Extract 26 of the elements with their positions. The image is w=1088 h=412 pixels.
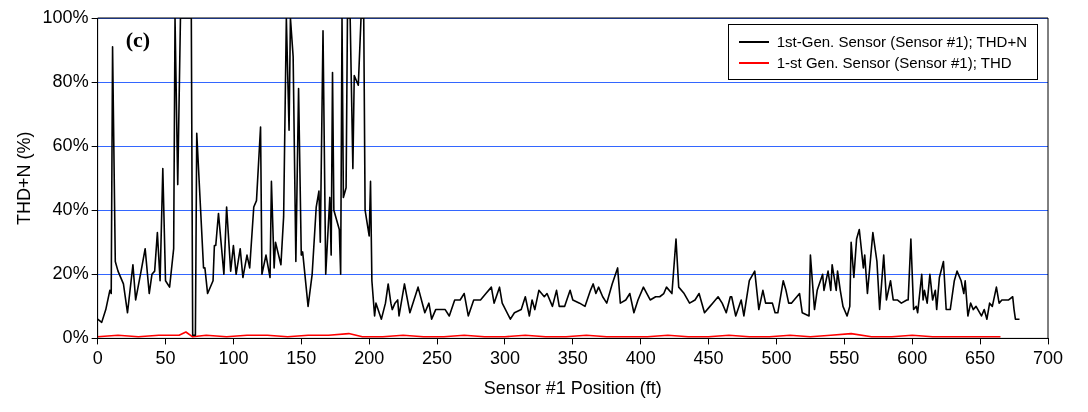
y-axis-title: THD+N (%) (13, 131, 34, 225)
x-tick-label: 0 (92, 348, 103, 369)
x-axis-title: Sensor #1 Position (ft) (483, 378, 662, 399)
x-tick-label: 400 (625, 348, 656, 369)
x-tick-label: 650 (965, 348, 996, 369)
x-tick-label: 450 (693, 348, 724, 369)
x-tick-label: 300 (489, 348, 520, 369)
legend-label: 1st-Gen. Sensor (Sensor #1); THD+N (776, 33, 1027, 50)
legend-label: 1-st Gen. Sensor (Sensor #1); THD (776, 54, 1012, 71)
x-tick-label: 700 (1032, 348, 1064, 369)
x-tick-label: 200 (354, 348, 385, 369)
x-tick-label: 500 (761, 348, 792, 369)
y-tick-label: 80% (52, 71, 89, 92)
x-tick-label: 550 (829, 348, 860, 369)
x-tick-label: 100 (218, 348, 249, 369)
annotation: (c) (125, 26, 151, 52)
y-tick-label: 100% (42, 6, 89, 27)
y-tick-label: 60% (52, 135, 89, 156)
x-tick-label: 350 (557, 348, 588, 369)
x-tick-label: 50 (155, 348, 176, 369)
y-tick-label: 20% (52, 263, 89, 284)
x-tick-label: 250 (422, 348, 453, 369)
y-tick-label: 40% (52, 199, 89, 220)
x-tick-label: 600 (897, 348, 928, 369)
x-tick-label: 150 (286, 348, 317, 369)
y-tick-label: 0% (62, 327, 89, 348)
